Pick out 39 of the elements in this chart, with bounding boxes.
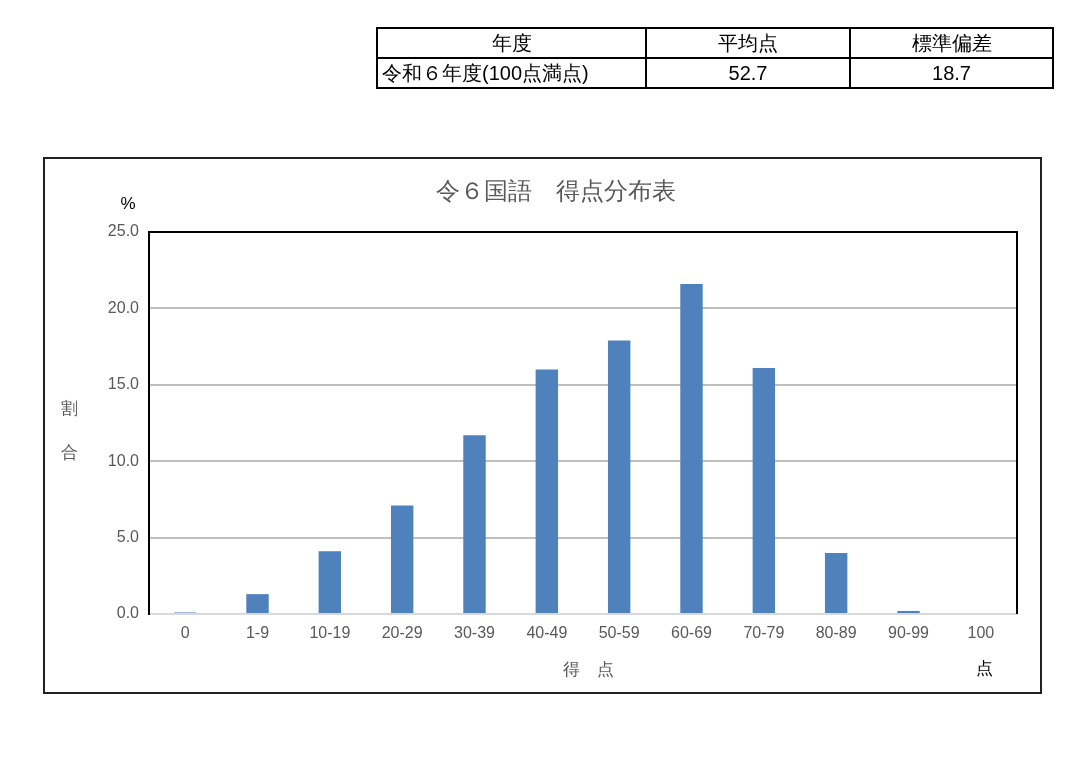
bar [680, 283, 703, 613]
x-tick-label: 50-59 [598, 624, 640, 642]
chart-title: 令６国語 得点分布表 [436, 176, 676, 204]
x-axis-title: 得 点 [562, 659, 614, 679]
x-tick-label: 60-69 [671, 624, 713, 642]
x-tick-label: 90-99 [888, 624, 930, 642]
text: 年度 [377, 28, 646, 58]
x-tick-label: 10-19 [309, 624, 351, 642]
y-tick-label: 0.0 [116, 604, 140, 622]
y-tick-label: 25.0 [107, 222, 140, 240]
text: 割合 [60, 398, 78, 462]
y-tick-label: 15.0 [107, 375, 140, 393]
x-tick-label: 1-9 [245, 624, 270, 642]
x-tick-label: 70-79 [743, 624, 785, 642]
text: 平均点 [646, 28, 850, 58]
text: % [120, 193, 136, 213]
y-tick-label: 5.0 [116, 528, 140, 546]
bar [824, 552, 848, 613]
text: 令和６年度(100点満点) [377, 58, 646, 88]
bar [390, 505, 414, 613]
text: 52.7 [646, 58, 850, 88]
bar [318, 551, 342, 613]
x-tick-label: 100 [967, 624, 995, 642]
y-tick-label: 10.0 [107, 451, 140, 469]
y-tick-label: 20.0 [107, 298, 140, 316]
x-tick-label: 80-89 [815, 624, 857, 642]
bar [535, 369, 559, 613]
text: 点 [975, 658, 993, 678]
bar [463, 435, 486, 613]
bar [607, 340, 631, 613]
text: 18.7 [850, 58, 1053, 88]
x-tick-label: 30-39 [454, 624, 496, 642]
bar [752, 367, 776, 613]
x-tick-label: 40-49 [526, 624, 568, 642]
bar [246, 594, 269, 613]
x-tick-label: 20-29 [381, 624, 423, 642]
x-tick-label: 0 [180, 624, 190, 642]
bar [897, 610, 920, 613]
text: 標準偏差 [850, 28, 1053, 58]
